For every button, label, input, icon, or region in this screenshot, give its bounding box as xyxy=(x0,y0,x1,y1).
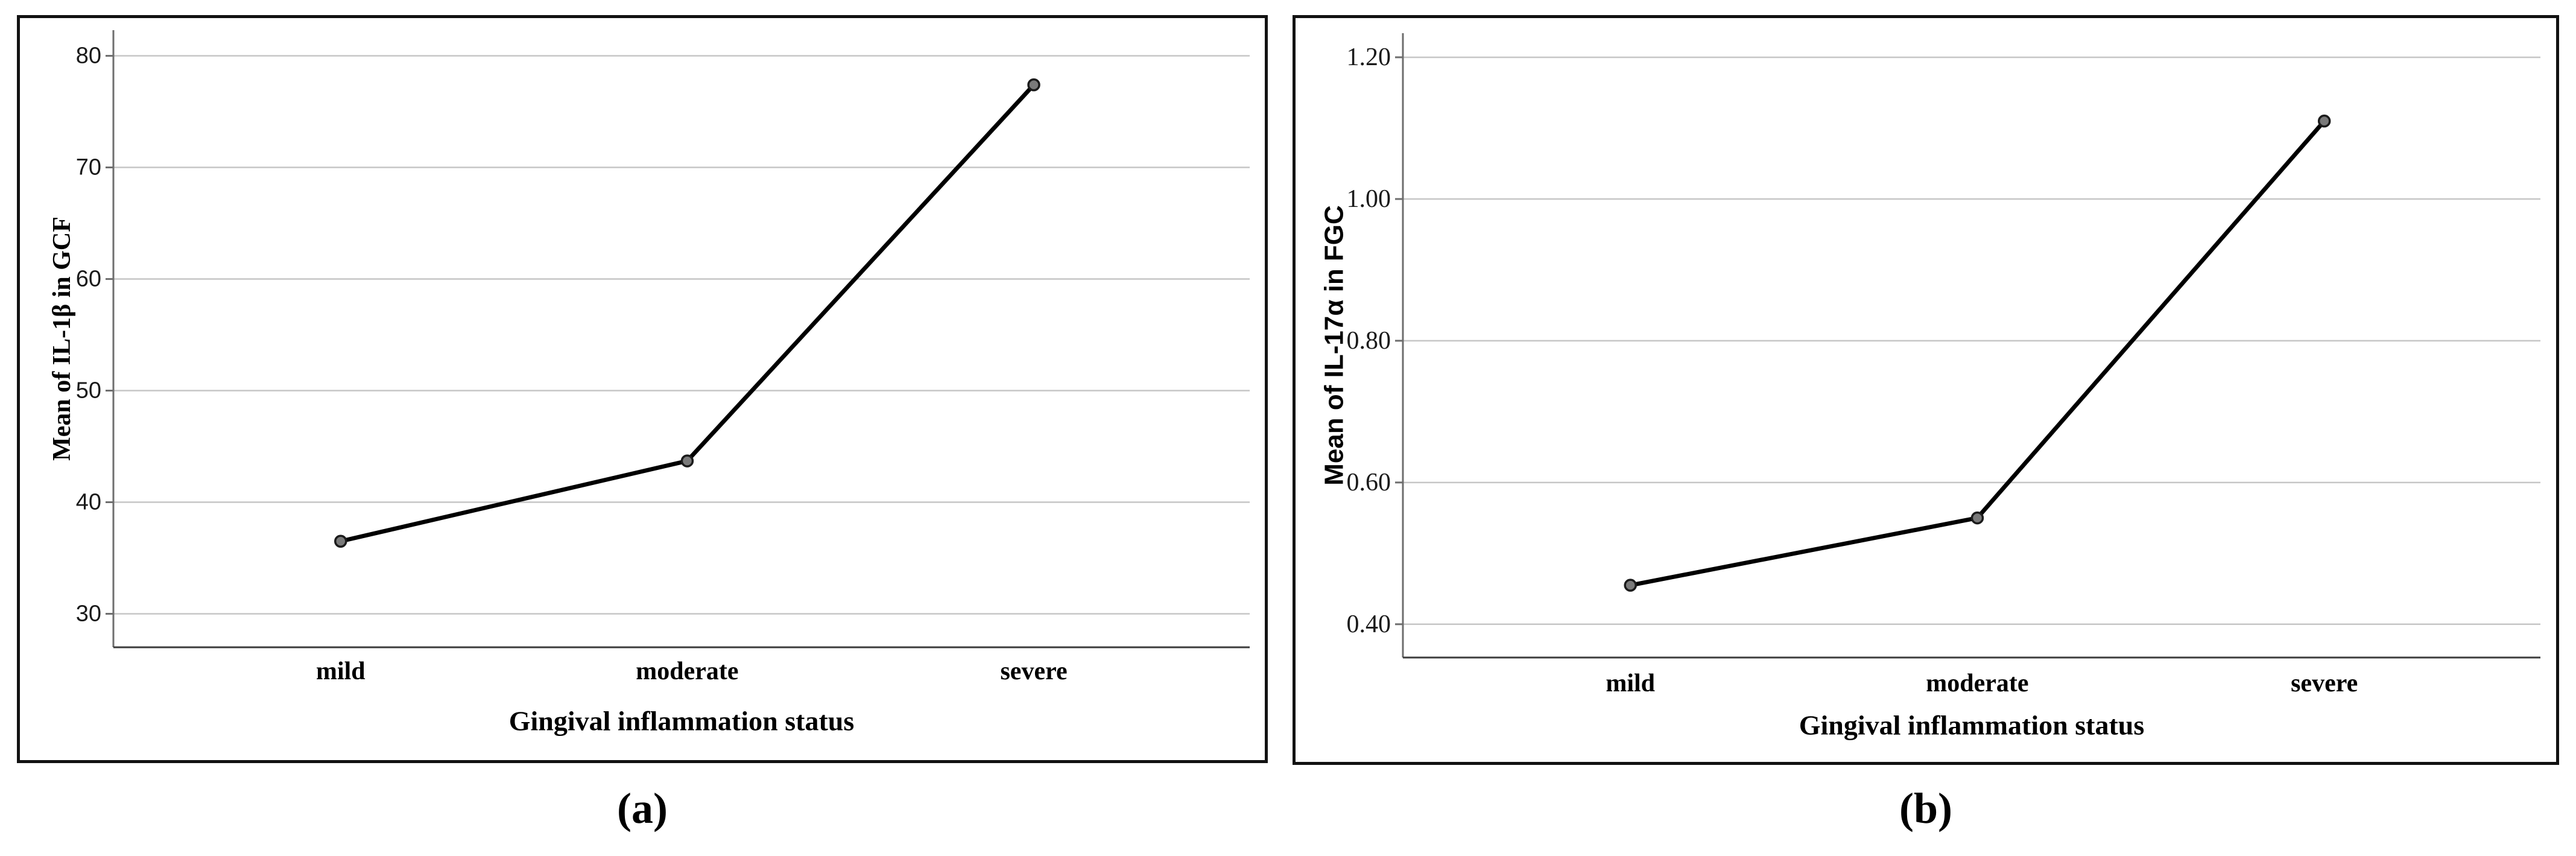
panel-caption-a: (a) xyxy=(617,784,668,832)
y-tick-label: 1.20 xyxy=(1347,43,1391,71)
data-point-moderate xyxy=(680,454,694,468)
data-point-severe xyxy=(2317,114,2331,128)
x-category-label: mild xyxy=(316,658,366,685)
line-chart-b: 1.20 1.00 0.80 0.60 0.40 mild moderate severe Gi… xyxy=(1320,33,2540,741)
y-tick-label: 40 xyxy=(76,490,101,515)
x-category-label: severe xyxy=(2291,670,2358,697)
y-tick-label: 0.40 xyxy=(1347,610,1391,638)
figure-panel-b: 1.20 1.00 0.80 0.60 0.40 mild moderate severe Gi… xyxy=(1293,15,2559,765)
x-category-label: mild xyxy=(1606,670,1655,697)
y-tick-label: 30 xyxy=(76,601,101,627)
y-axis-title: Mean of IL-1β in GCF xyxy=(48,217,76,461)
trend-line xyxy=(338,83,1036,544)
x-axis-title: Gingival inflammation status xyxy=(1799,710,2145,741)
y-tick-label: 60 xyxy=(76,267,101,292)
figure-panel-a: 80 70 60 50 40 30 mild moderate severe Gingival i… xyxy=(17,15,1268,763)
y-tick-label: 0.60 xyxy=(1347,469,1391,496)
x-category-label: severe xyxy=(1000,658,1067,685)
y-tick-label: 80 xyxy=(76,43,101,69)
panel-caption-b: (b) xyxy=(1899,784,1952,832)
y-axis-title: Mean of IL-17α in FGC xyxy=(1320,205,1349,486)
y-tick-label: 50 xyxy=(76,378,101,404)
x-axis-title: Gingival inflammation status xyxy=(509,706,855,737)
y-tick-label: 70 xyxy=(76,155,101,180)
line-chart-a: 80 70 60 50 40 30 mild moderate severe Gingival i… xyxy=(48,30,1250,737)
y-tick-label: 0.80 xyxy=(1347,327,1391,355)
data-point-mild xyxy=(334,534,347,548)
data-point-mild xyxy=(1624,579,1637,592)
y-tick-label: 1.00 xyxy=(1347,185,1391,213)
data-point-severe xyxy=(1027,78,1040,92)
x-category-label: moderate xyxy=(1926,670,2028,697)
data-point-moderate xyxy=(1970,511,1984,525)
x-category-label: moderate xyxy=(636,658,738,685)
